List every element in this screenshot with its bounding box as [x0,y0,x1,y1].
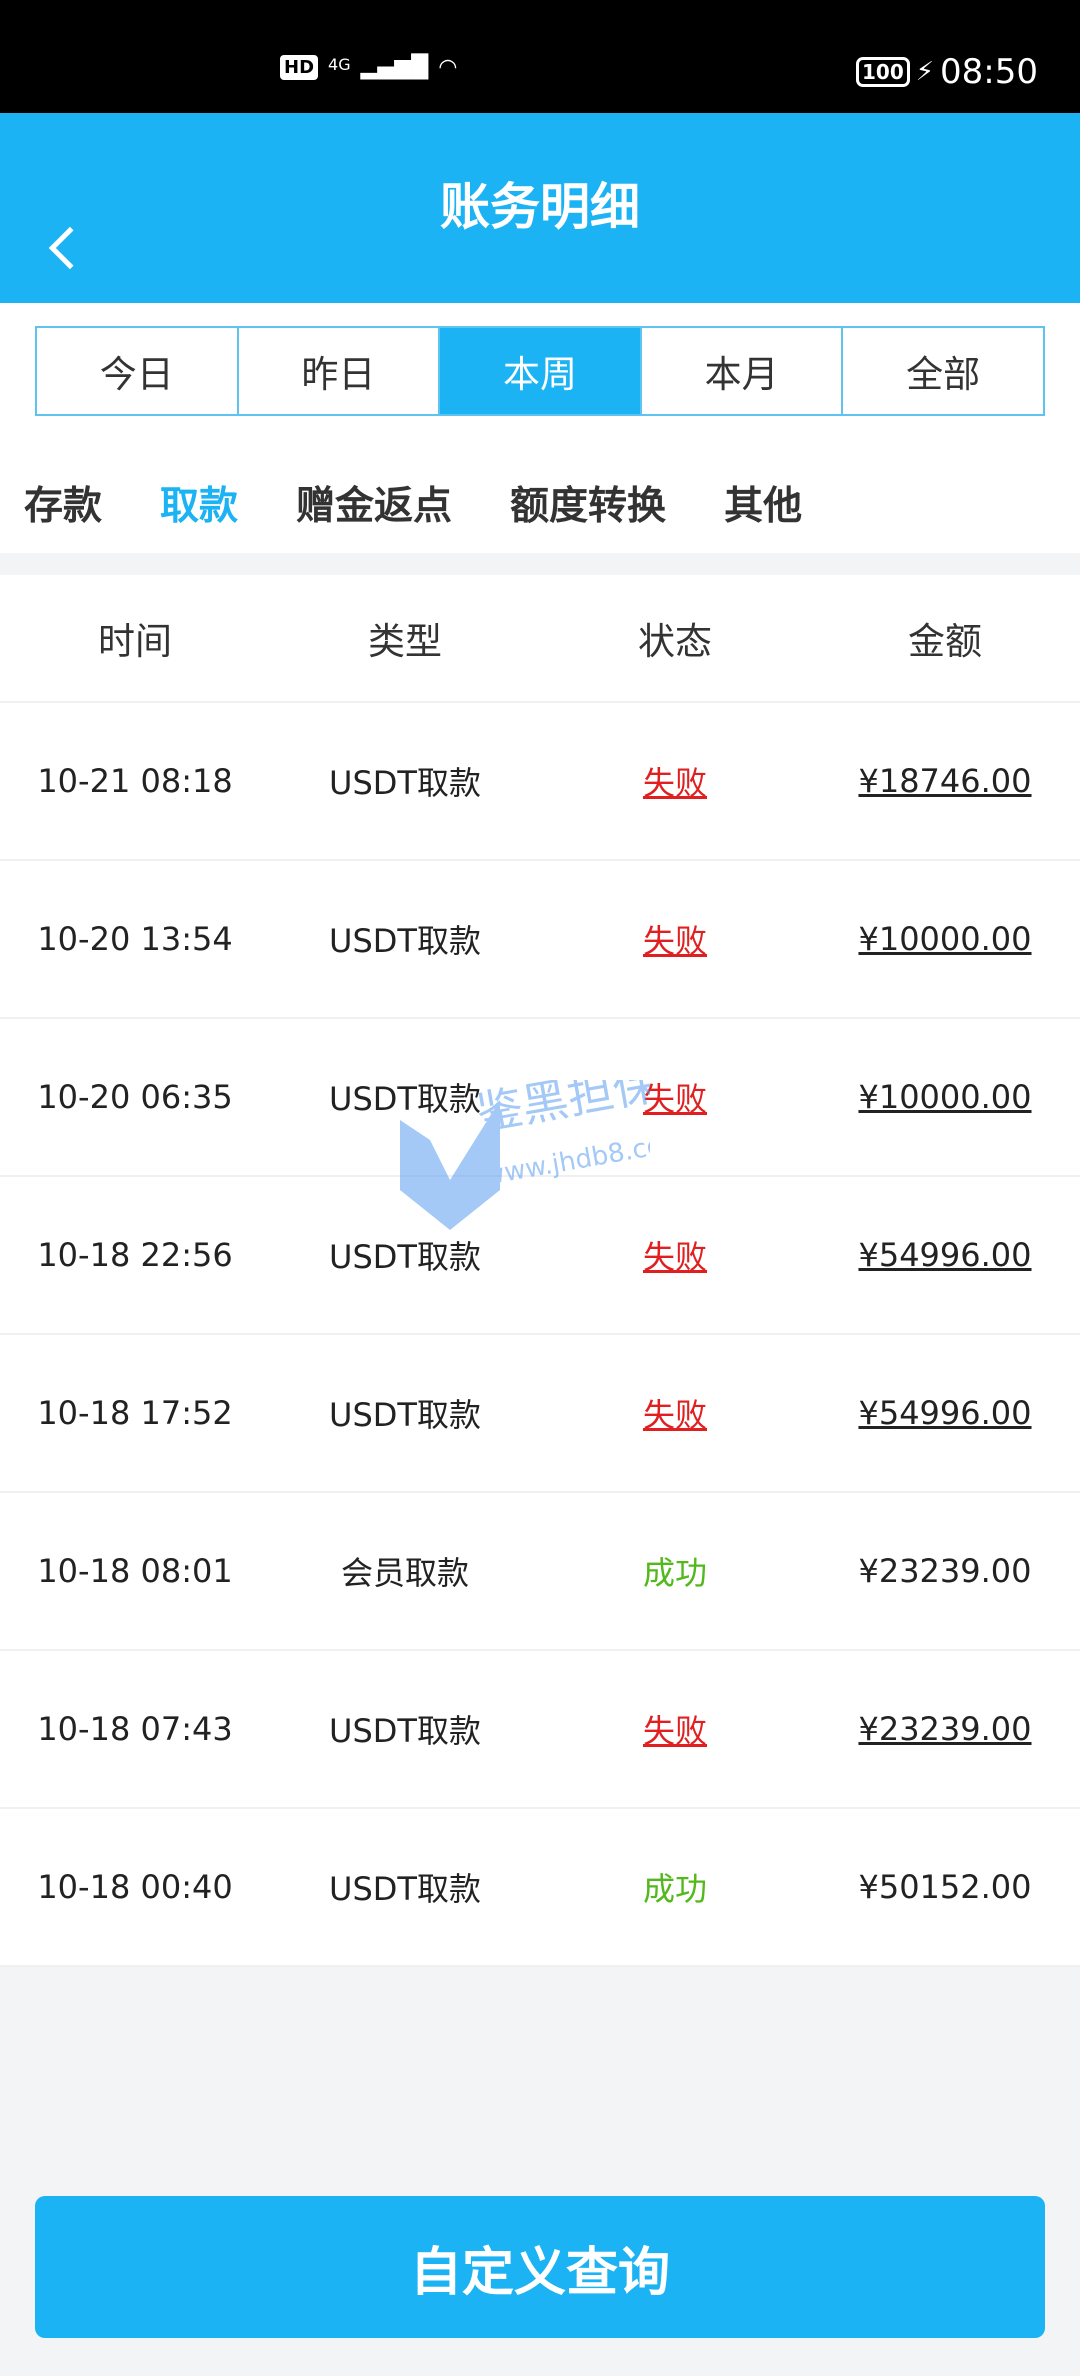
table-row: 10-18 17:52 USDT取款 失败 ¥54996.00 [0,1335,1080,1493]
row-status: 成功 [642,1554,707,1592]
row-amount[interactable]: ¥54996.00 [858,1394,1032,1432]
row-time: 10-18 22:56 [37,1236,233,1274]
row-type: USDT取款 [329,1712,481,1750]
header-status: 状态 [638,620,712,663]
table-header: 时间 类型 状态 金额 [0,575,1080,703]
tab-transfer[interactable]: 额度转换 [510,484,667,529]
records-table: 时间 类型 状态 金额 10-21 08:18 USDT取款 失败 ¥18746… [0,575,1080,1967]
category-tabs: 存款 取款 赠金返点 额度转换 其他 [24,475,802,531]
table-row: 10-18 00:40 USDT取款 成功 ¥50152.00 [0,1809,1080,1967]
network-label: 4G [328,55,351,74]
table-row: 10-21 08:18 USDT取款 失败 ¥18746.00 [0,703,1080,861]
tab-all[interactable]: 全部 [906,353,981,396]
row-time: 10-20 13:54 [37,920,233,958]
row-amount[interactable]: ¥10000.00 [858,1078,1032,1116]
tab-this-week[interactable]: 本周 [440,328,642,414]
row-amount[interactable]: ¥18746.00 [858,762,1032,800]
row-status[interactable]: 失败 [642,1712,707,1750]
row-status[interactable]: 失败 [642,1238,707,1276]
table-row: 10-18 08:01 会员取款 成功 ¥23239.00 [0,1493,1080,1651]
row-status[interactable]: 失败 [642,764,707,802]
row-type: USDT取款 [329,1080,481,1118]
row-amount[interactable]: ¥54996.00 [858,1236,1032,1274]
table-row: 10-18 22:56 USDT取款 失败 ¥54996.00 [0,1177,1080,1335]
row-type: USDT取款 [329,922,481,960]
row-status[interactable]: 失败 [642,1080,707,1118]
hd-icon: HD [280,55,319,80]
tab-other[interactable]: 其他 [724,484,803,529]
row-status[interactable]: 失败 [642,1396,707,1434]
custom-query-button[interactable]: 自定义查询 [35,2196,1045,2338]
row-type: USDT取款 [329,1238,481,1276]
header-type: 类型 [368,620,442,663]
status-bar: HD 4G ▂▄▆█ ◠ 100 ⚡ 08:50 [0,0,1080,113]
row-time: 10-18 07:43 [37,1710,233,1748]
page-title: 账务明细 [440,178,640,236]
row-time: 10-18 17:52 [37,1394,233,1432]
charging-icon: ⚡ [915,57,935,87]
row-type: USDT取款 [329,1396,481,1434]
row-time: 10-18 00:40 [37,1868,233,1906]
row-type: 会员取款 [340,1554,469,1592]
row-status[interactable]: 失败 [642,922,707,960]
clock: 08:50 [940,52,1038,92]
row-amount: ¥50152.00 [858,1868,1032,1906]
row-time: 10-20 06:35 [37,1078,233,1116]
header-amount: 金额 [908,620,982,663]
tab-deposit[interactable]: 存款 [24,484,103,529]
row-type: USDT取款 [329,1870,481,1908]
wifi-icon: ◠ [438,55,458,80]
row-time: 10-21 08:18 [37,762,233,800]
row-time: 10-18 08:01 [37,1552,233,1590]
tab-yesterday[interactable]: 昨日 [239,328,441,414]
tab-this-month[interactable]: 本月 [642,328,844,414]
row-type: USDT取款 [329,764,481,802]
app-header: 账务明细 [0,113,1080,303]
period-tabs: 今日 昨日 本周 本月 全部 [35,326,1045,416]
table-row: 10-20 06:35 USDT取款 失败 ¥10000.00 [0,1019,1080,1177]
tab-bonus-rebate[interactable]: 赠金返点 [296,484,453,529]
battery-icon: 100 [856,57,910,87]
row-status: 成功 [642,1870,707,1908]
row-amount[interactable]: ¥10000.00 [858,920,1032,958]
signal-icon: ▂▄▆█ [360,55,429,80]
tab-today[interactable]: 今日 [37,328,239,414]
row-amount: ¥23239.00 [858,1552,1032,1590]
row-amount[interactable]: ¥23239.00 [858,1710,1032,1748]
table-row: 10-18 07:43 USDT取款 失败 ¥23239.00 [0,1651,1080,1809]
header-time: 时间 [98,620,172,663]
tab-withdraw[interactable]: 取款 [160,484,239,529]
table-row: 10-20 13:54 USDT取款 失败 ¥10000.00 [0,861,1080,1019]
